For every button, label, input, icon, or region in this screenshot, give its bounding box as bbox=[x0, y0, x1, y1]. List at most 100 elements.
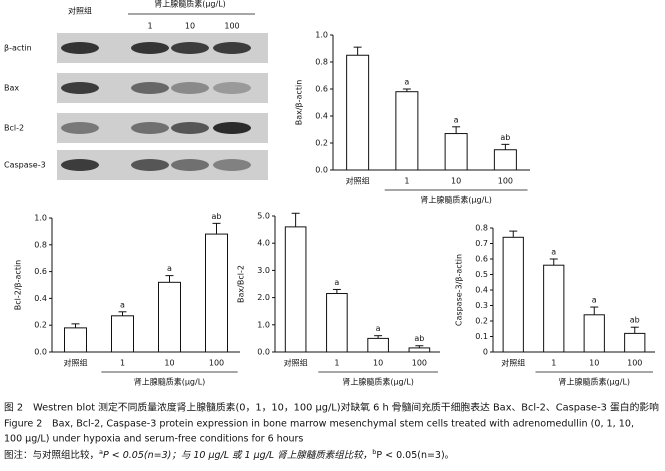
bar bbox=[64, 327, 87, 353]
blot-row-label: Bax bbox=[4, 84, 19, 93]
bar bbox=[624, 332, 646, 353]
group-label: 肾上腺髓质素(μg/L) bbox=[342, 377, 414, 387]
y-tick-label: 0.0 bbox=[315, 166, 328, 175]
group-label: 肾上腺髓质素(μg/L) bbox=[558, 377, 630, 387]
x-tick-label: 1 bbox=[404, 177, 409, 186]
blot-band bbox=[213, 82, 251, 94]
y-tick-label: 0.6 bbox=[475, 255, 488, 264]
blot-lane-label: 10 bbox=[185, 22, 195, 31]
group-label: 肾上腺髓质素(μg/L) bbox=[134, 377, 206, 387]
bar bbox=[493, 149, 517, 171]
y-axis-label: Bax/β-actin bbox=[295, 80, 304, 126]
blot-band bbox=[131, 122, 169, 134]
y-tick-label: 0.2 bbox=[34, 321, 47, 330]
blot-control: 对照组 bbox=[68, 6, 92, 16]
caption: Figure 2 Bax, Bcl-2, Caspase-3 protein e… bbox=[4, 419, 634, 430]
y-tick-label: 1.0 bbox=[257, 320, 270, 329]
blot-band bbox=[131, 82, 169, 94]
blot-band bbox=[61, 122, 99, 134]
y-axis-label: Caspase-3/β-actin bbox=[455, 254, 464, 326]
y-tick-label: 0.4 bbox=[315, 112, 328, 121]
blot-band bbox=[171, 42, 209, 54]
x-tick-label: 10 bbox=[373, 359, 383, 368]
x-tick-label: 对照组 bbox=[501, 358, 525, 368]
blot-band bbox=[171, 122, 209, 134]
y-tick-label: 0 bbox=[483, 348, 488, 357]
y-tick-label: 0.0 bbox=[257, 348, 270, 357]
blot-band bbox=[213, 159, 251, 171]
annotation: ab bbox=[630, 316, 640, 325]
x-tick-label: 10 bbox=[451, 177, 461, 186]
bar bbox=[543, 264, 565, 353]
y-tick-label: 4.0 bbox=[257, 239, 270, 248]
annotation: ab bbox=[500, 133, 510, 142]
y-tick-label: 2.0 bbox=[257, 293, 270, 302]
bar bbox=[395, 91, 419, 171]
y-tick-label: 0.8 bbox=[34, 240, 47, 249]
blot-band bbox=[131, 42, 169, 54]
y-tick-label: 0.6 bbox=[315, 85, 328, 94]
x-tick-label: 100 bbox=[498, 177, 513, 186]
annotation: a bbox=[120, 300, 125, 309]
bar bbox=[326, 293, 348, 353]
annotation: a bbox=[404, 78, 409, 87]
annotation: a bbox=[167, 264, 172, 273]
y-tick-label: 0.3 bbox=[475, 301, 488, 310]
blot-lane-label: 1 bbox=[147, 22, 152, 31]
x-tick-label: 1 bbox=[551, 359, 556, 368]
x-tick-label: 对照组 bbox=[346, 176, 370, 186]
blot-row-label: Bcl-2 bbox=[4, 124, 24, 133]
y-tick-label: 0.4 bbox=[34, 294, 47, 303]
x-tick-label: 对照组 bbox=[284, 358, 308, 368]
x-tick-label: 10 bbox=[589, 359, 599, 368]
bar bbox=[158, 281, 181, 353]
bar bbox=[346, 54, 370, 171]
caption: 100 μg/L) under hypoxia and serum-free c… bbox=[4, 434, 303, 445]
y-tick-label: 0.2 bbox=[315, 139, 328, 148]
note: 图注：与对照组比较，aP < 0.05(n=3)；与 10 μg/L 或 1 μ… bbox=[4, 448, 454, 461]
y-tick-label: 3.0 bbox=[257, 266, 270, 275]
x-tick-label: 1 bbox=[120, 359, 125, 368]
x-tick-label: 对照组 bbox=[64, 358, 88, 368]
blot-row-label: β-actin bbox=[4, 44, 32, 53]
blot-band bbox=[213, 42, 251, 54]
annotation: a bbox=[592, 296, 597, 305]
y-tick-label: 0.7 bbox=[475, 239, 488, 248]
annotation: a bbox=[376, 324, 381, 333]
bar bbox=[502, 236, 524, 353]
blot-band bbox=[61, 42, 99, 54]
annotation: a bbox=[551, 248, 556, 257]
blot-group: 肾上腺髓质素(μg/L) bbox=[154, 0, 226, 9]
blot-band bbox=[61, 159, 99, 171]
bar bbox=[367, 337, 389, 353]
y-tick-label: 0.8 bbox=[475, 224, 488, 233]
y-tick-label: 1.0 bbox=[34, 214, 47, 223]
annotation: a bbox=[454, 115, 459, 124]
blot-band bbox=[131, 159, 169, 171]
y-tick-label: 0.8 bbox=[315, 58, 328, 67]
blot-band bbox=[171, 159, 209, 171]
annotation: a bbox=[334, 278, 339, 287]
bar bbox=[583, 314, 605, 353]
y-axis-label: Bax/Bcl-2 bbox=[237, 265, 246, 303]
annotation: ab bbox=[212, 212, 222, 221]
blot-lane-label: 100 bbox=[224, 22, 239, 31]
group-label: 肾上腺髓质素(μg/L) bbox=[420, 195, 492, 205]
y-tick-label: 0.0 bbox=[34, 348, 47, 357]
y-tick-label: 0.6 bbox=[34, 267, 47, 276]
y-axis-label: Bcl-2/β-actin bbox=[14, 260, 23, 311]
blot-band bbox=[61, 82, 99, 94]
x-tick-label: 10 bbox=[164, 359, 174, 368]
blot-band bbox=[171, 82, 209, 94]
bar bbox=[111, 315, 134, 353]
y-tick-label: 0.5 bbox=[475, 270, 488, 279]
y-tick-label: 1.0 bbox=[315, 31, 328, 40]
annotation: ab bbox=[414, 334, 424, 343]
y-tick-label: 5.0 bbox=[257, 212, 270, 221]
y-tick-label: 0.1 bbox=[475, 332, 488, 341]
bar bbox=[284, 226, 307, 353]
blot-row-label: Caspase-3 bbox=[4, 161, 46, 170]
blot-band bbox=[213, 122, 251, 134]
x-tick-label: 1 bbox=[334, 359, 339, 368]
